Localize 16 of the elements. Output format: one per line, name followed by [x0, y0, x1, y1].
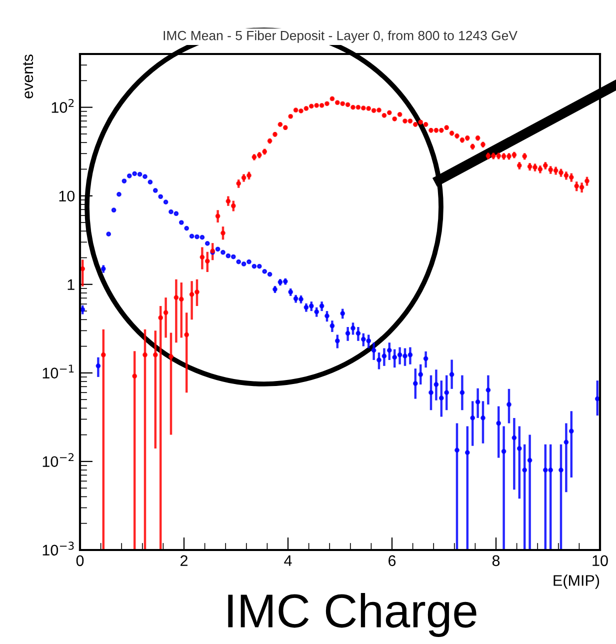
x-tick-label: 2 — [180, 555, 188, 566]
x-tick-label: 10 — [592, 555, 608, 566]
x-axis-title: E(MIP) — [554, 574, 600, 589]
chart-title: IMC Mean - 5 Fiber Deposit - Layer 0, from 800 to 1243 GeV — [164, 30, 518, 43]
y-tick-label: 1 — [68, 279, 74, 290]
y-tick-label: 10$^{−1}$ — [42, 364, 74, 379]
y-tick-label: 10 — [59, 190, 75, 202]
x-tick-label: 6 — [388, 555, 396, 566]
x-tick-label: 8 — [492, 555, 500, 566]
x-tick-label: 0 — [76, 555, 84, 566]
y-axis-title: events — [23, 54, 34, 98]
y-tick-label: 10$^{−2}$ — [42, 453, 74, 468]
y-tick-label: 10$^{−3}$ — [42, 542, 74, 556]
y-tick-label: 10$^{2}$ — [52, 98, 74, 113]
text: IMC Charge — [228, 593, 476, 638]
x-tick-label: 4 — [284, 555, 292, 566]
